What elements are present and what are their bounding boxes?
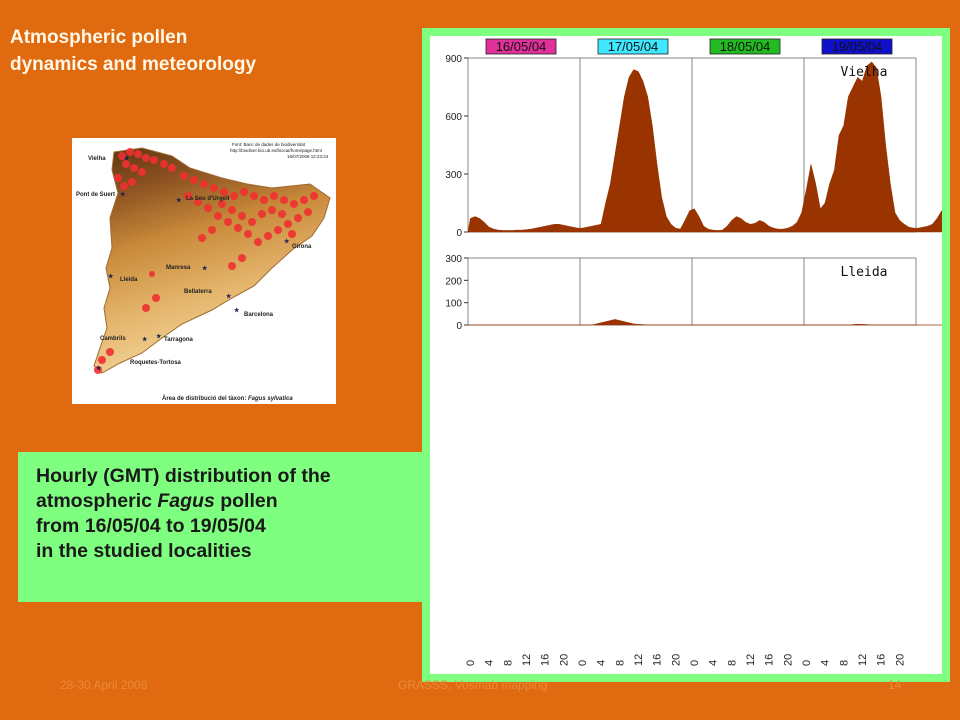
day-header-1 — [597, 38, 669, 55]
xtick-label-21: 12 — [857, 654, 869, 666]
ytick-label-vielha-3: 900 — [445, 54, 462, 65]
xtick-label-22: 16 — [876, 654, 888, 666]
map-legend-prefix: Àrea de distribució del tàxon: — [162, 395, 248, 402]
xtick-label-19: 4 — [820, 660, 832, 666]
pollen-chart: 16/05/04 17/05/04 18/05/04 19/05/04 0 300 600 9… — [445, 38, 942, 666]
ytick-label-vielha-1: 300 — [445, 170, 462, 181]
slide-title-line-1: Atmospheric pollen — [10, 27, 188, 48]
xtick-label-0: 0 — [465, 660, 477, 666]
day-header-label-0: 16/05/04 — [496, 39, 547, 54]
caption-line-1: Hourly (GMT) distribution of the — [36, 465, 331, 487]
day-header-label-1: 17/05/04 — [608, 39, 659, 54]
caption-line-2-c: pollen — [214, 490, 278, 512]
xtick-label-18: 0 — [801, 660, 813, 666]
day-header-label-3: 19/05/04 — [832, 39, 883, 54]
label-manresa: Manresa — [166, 265, 191, 271]
xtick-label-12: 0 — [689, 660, 701, 666]
star-roquetes: ★ — [96, 365, 102, 372]
caption-line-4: in the studied localities — [36, 540, 252, 562]
day-header-3 — [821, 38, 893, 55]
slide-title: Atmospheric pollen dynamics and meteorol… — [10, 24, 256, 78]
xtick-label-2: 8 — [502, 660, 514, 666]
ytick-label-lleida-3: 300 — [445, 254, 462, 265]
xtick-label-1: 4 — [484, 660, 496, 666]
ytick-label-lleida-2: 200 — [445, 276, 462, 287]
source-line-3: 16/07/2008 12:23:24 — [287, 154, 329, 159]
caption-line-2: atmospheric Fagus pollen — [36, 489, 424, 514]
day-header-2 — [709, 38, 781, 55]
star-pont-de-suert: ★ — [120, 191, 126, 198]
footer-event: GRASSS, Vosmab mapping — [398, 678, 548, 692]
ytick-label-vielha-2: 600 — [445, 112, 462, 123]
series-area-vielha — [467, 61, 942, 233]
label-barcelona: Barcelona — [244, 312, 274, 318]
catalonia-shape — [93, 147, 331, 374]
ytick-label-vielha-0: 0 — [456, 228, 462, 239]
star-bellaterra: ★ — [226, 293, 232, 300]
source-line-1: Font: Banc de dades de biodiversitat — [232, 142, 306, 147]
chart-panel-inner: 16/05/04 17/05/04 18/05/04 19/05/04 0 300 600 9… — [430, 36, 942, 674]
xtick-label-3: 12 — [521, 654, 533, 666]
xtick-label-11: 20 — [670, 654, 682, 666]
source-note: Font: Banc de dades de biodiversitat htt… — [230, 142, 329, 159]
label-tarragona: Tarragona — [164, 337, 194, 343]
xtick-label-9: 12 — [633, 654, 645, 666]
caption-line-3: from 16/05/04 to 19/05/04 — [36, 515, 266, 537]
day-header-label-2: 18/05/04 — [720, 39, 771, 54]
map-legend: Àrea de distribució del tàxon: Fagus syl… — [162, 395, 293, 402]
star-lleida: ★ — [108, 273, 114, 280]
label-la-seu: La Seu d'Urgell — [186, 196, 230, 202]
caption-taxon: Fagus — [157, 490, 215, 512]
ytick-label-lleida-0: 0 — [456, 321, 462, 332]
xtick-label-7: 4 — [596, 660, 608, 666]
star-vielha: ★ — [124, 155, 130, 162]
xtick-label-10: 16 — [652, 654, 664, 666]
label-pont-de-suert: Pont de Suert — [76, 192, 115, 198]
xtick-label-23: 20 — [894, 654, 906, 666]
locality-markers: Vielha ★ Pont de Suert ★ ★ La Seu d'Urge… — [76, 155, 312, 372]
xtick-label-6: 0 — [577, 660, 589, 666]
star-tarragona: ★ — [156, 333, 162, 340]
label-cambrils: Cambrils — [100, 336, 126, 342]
label-vielha: Vielha — [88, 156, 106, 162]
distribution-dots — [94, 148, 318, 374]
label-girona: Girona — [292, 244, 312, 250]
series-label-lleida: Lleida — [841, 265, 888, 280]
caption-box: Hourly (GMT) distribution of the atmosph… — [18, 452, 434, 602]
xtick-label-14: 8 — [726, 660, 738, 666]
caption-line-2-a: atmospheric — [36, 490, 158, 512]
star-girona: ★ — [284, 238, 290, 245]
xtick-label-5: 20 — [558, 654, 570, 666]
label-lleida: Lleida — [120, 277, 138, 283]
series-area-lleida — [468, 319, 942, 326]
map-legend-taxon: Fagus sylvatica — [248, 396, 293, 402]
ytick-label-lleida-1: 100 — [445, 299, 462, 310]
day-header-0 — [485, 38, 557, 55]
series-label-vielha: Vielha — [841, 65, 888, 80]
xtick-label-17: 20 — [782, 654, 794, 666]
footer-page-number: 14 — [888, 678, 902, 692]
slide-title-line-2: dynamics and meteorology — [10, 54, 257, 75]
star-la-seu: ★ — [176, 197, 182, 204]
star-cambrils: ★ — [142, 336, 148, 343]
label-bellaterra: Bellaterra — [184, 289, 212, 295]
footer-date: 28-30 April 2008 — [60, 678, 148, 692]
fagus-distribution-map: Font: Banc de dades de biodiversitat htt… — [72, 138, 336, 404]
xtick-label-13: 4 — [708, 660, 720, 666]
xtick-label-20: 8 — [838, 660, 850, 666]
xtick-label-15: 12 — [745, 654, 757, 666]
xtick-label-4: 16 — [540, 654, 552, 666]
source-line-2: http://biodiver.bio.ub.es/biocat/homepag… — [230, 148, 322, 153]
xtick-label-8: 8 — [614, 660, 626, 666]
xtick-label-16: 16 — [764, 654, 776, 666]
label-roquetes: Roquetes-Tortosa — [130, 360, 182, 366]
chart-panel: 16/05/04 17/05/04 18/05/04 19/05/04 0 300 600 9… — [422, 28, 950, 682]
star-manresa: ★ — [202, 265, 208, 272]
star-barcelona: ★ — [234, 307, 240, 314]
